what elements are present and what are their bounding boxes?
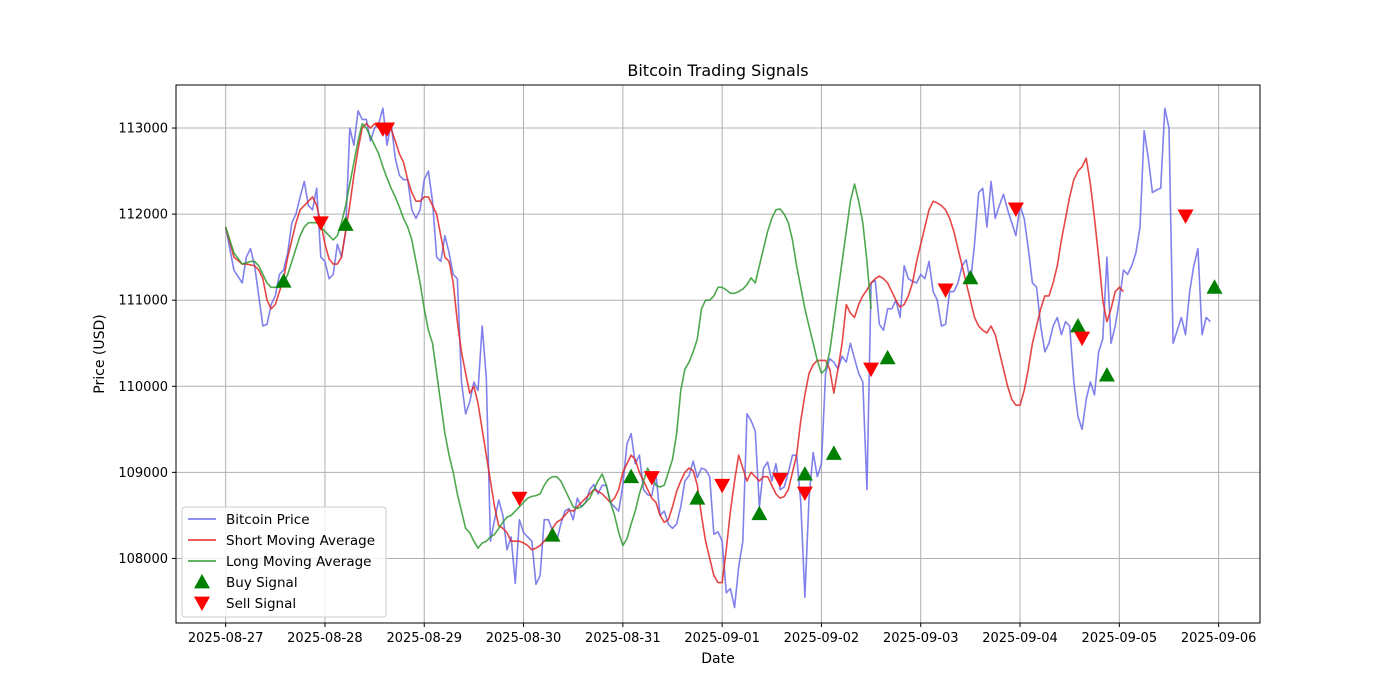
plot-area-frame [175,84,1261,624]
buy-signal-marker [1206,279,1223,294]
sell-signal-marker [1177,209,1194,224]
buy-signal-marker [623,468,640,484]
buy-signal-marker [1098,367,1115,382]
legend-swatch-marker [194,574,210,589]
legend-label: Short Moving Average [226,533,375,549]
x-tick-label: 2025-08-29 [386,631,462,646]
buy-signal-marker [337,216,354,231]
buy-signal-marker [544,527,561,542]
legend-label: Long Moving Average [226,554,371,570]
legend-box [181,506,387,618]
sell-signal-marker [511,491,528,507]
buy-signal-marker [879,349,896,365]
sell-signal-marker [863,362,880,378]
x-tick-label: 2025-09-01 [684,631,760,646]
buy-signal-marker [962,269,979,285]
y-tick-label: 112000 [118,208,168,223]
sell-signal-marker [643,471,660,486]
sell-signal-marker [1074,331,1091,347]
sell-signal-marker [1007,202,1024,217]
legend-label: Sell Signal [226,596,296,612]
x-tick-label: 2025-08-27 [188,631,264,646]
sell-signal-marker [379,122,396,137]
buy-signal-marker [1069,318,1086,333]
x-tick-label: 2025-09-04 [982,631,1058,646]
sell-signal-marker [714,478,731,494]
price-line [224,107,1211,609]
buy-signal-marker [825,445,842,460]
buy-signal-marker [796,466,813,481]
buy-signal-marker [689,490,706,505]
y-axis-label: Price (USD) [92,314,108,393]
long-ma-line [224,122,872,549]
x-tick-label: 2025-08-28 [287,631,363,646]
x-axis-label: Date [701,651,734,667]
y-tick-label: 113000 [118,122,168,137]
sell-signal-marker [772,472,789,488]
x-tick-label: 2025-09-02 [784,631,860,646]
signal-markers [275,122,1223,542]
grid [176,85,1260,623]
y-tick-label: 110000 [118,380,168,395]
x-tick-label: 2025-09-03 [883,631,959,646]
sell-signal-marker [796,486,813,502]
legend-label: Buy Signal [226,575,298,591]
sell-signal-marker [937,283,954,298]
buy-signal-marker [751,505,768,521]
legend-swatch-marker [194,596,210,611]
x-tick-label: 2025-09-05 [1082,631,1158,646]
legend-label: Bitcoin Price [226,512,310,528]
y-tick-label: 108000 [118,552,168,567]
buy-signal-marker [275,273,292,288]
y-tick-label: 111000 [118,294,168,309]
legend: Bitcoin Price Short Moving Average Long Mo… [181,506,387,618]
chart-title: Bitcoin Trading Signals [627,61,808,80]
axis-ticks: 2025-08-27 2025-08-28 2025-08-29 2025-08-30… [118,122,1256,646]
y-tick-label: 109000 [118,466,168,481]
x-tick-label: 2025-09-06 [1181,631,1257,646]
sell-signal-marker [312,216,329,231]
x-tick-label: 2025-08-30 [486,631,562,646]
x-tick-label: 2025-08-31 [585,631,661,646]
